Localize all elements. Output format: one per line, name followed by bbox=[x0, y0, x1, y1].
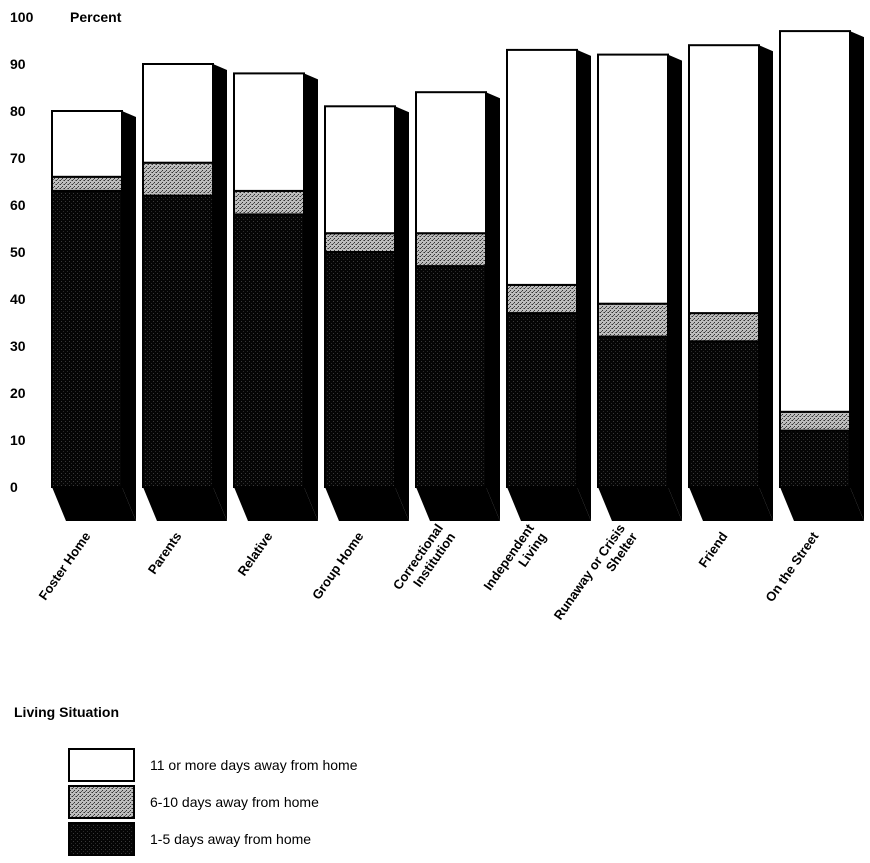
bar-segment-long bbox=[324, 105, 396, 235]
bar-segment-mid bbox=[506, 283, 578, 315]
bar-group bbox=[688, 44, 773, 521]
bar-side-shadow bbox=[577, 49, 591, 522]
bar-floor-shadow bbox=[507, 487, 591, 521]
bar-segment-mid bbox=[51, 175, 123, 192]
bar-group bbox=[51, 110, 136, 521]
bar-segment-mid bbox=[688, 312, 760, 343]
bar-group bbox=[324, 105, 409, 522]
bar-segment-short bbox=[506, 312, 578, 488]
bar-segment-mid bbox=[324, 232, 396, 253]
bar-segment-short bbox=[51, 189, 123, 488]
y-tick-label: 30 bbox=[10, 338, 26, 354]
legend-label: 1-5 days away from home bbox=[150, 831, 311, 847]
category-label: Foster Home bbox=[36, 529, 94, 603]
bar-side-shadow bbox=[850, 31, 864, 521]
bar-segment-short bbox=[415, 265, 487, 488]
y-tick-label: 0 bbox=[10, 479, 18, 495]
category-label: Friend bbox=[695, 529, 730, 570]
bar-segment-long bbox=[415, 91, 487, 235]
category-label: On the Street bbox=[762, 529, 821, 605]
bar-segment-mid bbox=[597, 302, 669, 338]
category-labels: Foster Home Parents Relative Group Home Corr… bbox=[36, 521, 822, 631]
y-tick-label: 70 bbox=[10, 150, 26, 166]
category-label: IndependentLiving bbox=[480, 521, 549, 602]
category-label: CorrectionalInstitution bbox=[390, 521, 459, 601]
bar-segment-short bbox=[142, 194, 214, 488]
bar-side-shadow bbox=[122, 111, 136, 521]
bar-segment-short bbox=[779, 429, 851, 489]
y-tick-label: 40 bbox=[10, 291, 26, 307]
legend-swatch-long bbox=[68, 748, 135, 782]
bar-floor-shadow bbox=[598, 487, 682, 521]
bar-segment-long bbox=[506, 48, 578, 286]
bar-segment-long bbox=[779, 30, 851, 413]
bar-group bbox=[142, 63, 227, 521]
bar-floor-shadow bbox=[416, 487, 500, 521]
y-tick-label: 50 bbox=[10, 244, 26, 260]
bar-segment-mid bbox=[233, 189, 305, 216]
bar-group bbox=[506, 48, 591, 522]
category-label: Group Home bbox=[309, 529, 366, 602]
bar-segment-mid bbox=[415, 232, 487, 268]
legend-swatch-short bbox=[68, 822, 135, 856]
bar-segment-long bbox=[51, 110, 123, 178]
y-tick-label: 100 bbox=[10, 9, 34, 25]
bar-group bbox=[597, 53, 682, 521]
category-label: Parents bbox=[145, 529, 185, 577]
x-axis-label: Living Situation bbox=[14, 704, 119, 720]
bar-side-shadow bbox=[486, 92, 500, 521]
legend-swatch-mid bbox=[68, 785, 135, 819]
y-tick-label: 20 bbox=[10, 385, 26, 401]
bars bbox=[51, 30, 864, 522]
legend-label: 11 or more days away from home bbox=[150, 757, 358, 773]
bar-segment-short bbox=[597, 335, 669, 488]
bar-floor-shadow bbox=[234, 487, 318, 521]
bar-floor-shadow bbox=[143, 487, 227, 521]
bar-side-shadow bbox=[668, 54, 682, 521]
bar-segment-short bbox=[688, 340, 760, 488]
bar-segment-long bbox=[233, 72, 305, 192]
y-tick-label: 60 bbox=[10, 197, 26, 213]
bar-side-shadow bbox=[395, 106, 409, 522]
bar-floor-shadow bbox=[689, 487, 773, 521]
bar-segment-long bbox=[142, 63, 214, 164]
bar-floor-shadow bbox=[52, 487, 136, 521]
y-axis-label: Percent bbox=[70, 9, 122, 25]
bar-segment-mid bbox=[779, 410, 851, 432]
bar-side-shadow bbox=[213, 64, 227, 521]
bar-group bbox=[779, 30, 864, 521]
bar-segment-mid bbox=[142, 161, 214, 197]
bar-floor-shadow bbox=[780, 487, 864, 521]
legend: 11 or more days away from home 6-10 days … bbox=[68, 748, 358, 856]
bar-group bbox=[233, 72, 318, 522]
category-label: Runaway or CrisisShelter bbox=[551, 521, 641, 631]
bar-floor-shadow bbox=[325, 487, 409, 521]
y-tick-label: 90 bbox=[10, 56, 26, 72]
bar-segment-long bbox=[597, 53, 669, 305]
bar-side-shadow bbox=[304, 73, 318, 522]
y-axis: 0 10 20 30 40 50 60 70 80 90 100 bbox=[10, 9, 34, 495]
bar-segment-short bbox=[324, 251, 396, 488]
bar-segment-long bbox=[688, 44, 760, 315]
category-label: Relative bbox=[235, 529, 276, 578]
bar-side-shadow bbox=[759, 45, 773, 521]
y-tick-label: 10 bbox=[10, 432, 26, 448]
bar-group bbox=[415, 91, 500, 521]
y-tick-label: 80 bbox=[10, 103, 26, 119]
bar-segment-short bbox=[233, 213, 305, 488]
legend-label: 6-10 days away from home bbox=[150, 794, 319, 810]
